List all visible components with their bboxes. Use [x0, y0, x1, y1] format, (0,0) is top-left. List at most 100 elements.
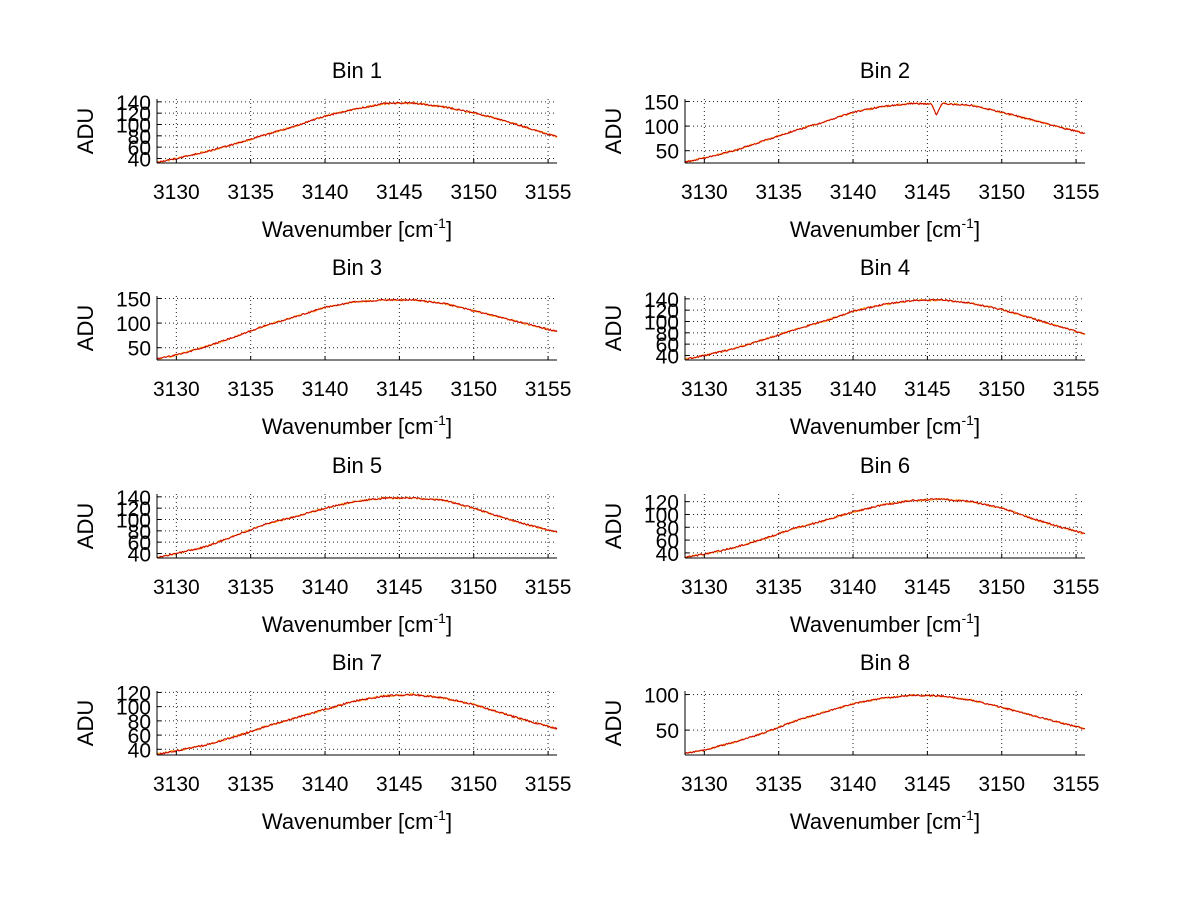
y-tick-label: 100	[644, 685, 679, 708]
x-tick-label: 3155	[525, 773, 572, 796]
series-line-1	[684, 497, 1086, 559]
x-tick-label: 3145	[904, 576, 951, 599]
y-tick-label: 120	[116, 498, 151, 521]
y-tick-label: 80	[128, 711, 151, 734]
y-tick-label: 80	[128, 126, 151, 149]
series-line-2	[156, 496, 558, 559]
x-tick-label: 3130	[681, 576, 728, 599]
x-axis-label-text: Wavenumber [cm	[790, 414, 962, 439]
x-axis-label-suffix: ]	[446, 809, 452, 834]
y-tick-label: 40	[656, 543, 679, 566]
x-axis-label-superscript: -1	[434, 610, 447, 626]
x-tick-label: 3155	[1053, 576, 1100, 599]
y-tick-label: 100	[116, 509, 151, 532]
y-tick-label: 140	[116, 487, 151, 510]
x-axis-label: Wavenumber [cm-1]	[790, 215, 980, 242]
y-tick-label: 80	[128, 521, 151, 544]
x-axis-label-superscript: -1	[434, 215, 447, 231]
x-tick-label: 3130	[153, 773, 200, 796]
subplot-7: Bin 7 3130 3135 3140 3145 3150 3155 40608010012…	[73, 650, 571, 834]
series-line-2	[684, 298, 1085, 361]
subplot-8: Bin 8 3130 3135 3140 3145 3150 3155 50 100 ADU Wav…	[601, 650, 1099, 834]
y-tick-label: 100	[644, 311, 679, 334]
subplot-title: Bin 3	[332, 255, 382, 280]
y-axis-label: ADU	[73, 305, 98, 351]
series-line-2	[156, 693, 558, 756]
x-axis-label: Wavenumber [cm-1]	[790, 807, 980, 834]
x-tick-label: 3135	[755, 378, 802, 401]
x-tick-label: 3140	[830, 576, 877, 599]
x-tick-label: 3135	[755, 181, 802, 204]
series-line-1	[156, 100, 558, 164]
x-tick-label: 3150	[978, 181, 1025, 204]
series-line-1	[156, 693, 558, 756]
y-tick-label: 50	[656, 720, 679, 743]
series-line-1	[156, 496, 558, 558]
x-tick-label: 3155	[525, 378, 572, 401]
y-tick-label: 120	[116, 103, 151, 126]
x-tick-label: 3150	[450, 378, 497, 401]
y-tick-label: 60	[128, 725, 151, 748]
y-tick-label: 40	[128, 148, 151, 171]
x-tick-label: 3135	[755, 576, 802, 599]
x-tick-label: 3135	[227, 181, 274, 204]
y-tick-label: 100	[116, 114, 151, 137]
y-tick-label: 60	[128, 532, 151, 555]
y-tick-label: 100	[644, 504, 679, 527]
y-tick-label: 120	[644, 492, 679, 515]
y-tick-label: 150	[644, 91, 679, 114]
subplot-title: Bin 5	[332, 453, 382, 478]
x-axis-label-text: Wavenumber [cm	[790, 612, 962, 637]
y-tick-label: 120	[116, 682, 151, 705]
x-axis-label-text: Wavenumber [cm	[262, 809, 434, 834]
x-tick-label: 3130	[153, 181, 200, 204]
series-line-2	[684, 102, 1086, 163]
x-tick-label: 3135	[227, 378, 274, 401]
x-tick-label: 3150	[450, 181, 497, 204]
y-tick-label: 60	[656, 334, 679, 357]
x-tick-label: 3145	[904, 181, 951, 204]
x-tick-label: 3140	[302, 181, 349, 204]
series-line-1	[684, 693, 1086, 754]
y-tick-label: 60	[656, 530, 679, 553]
x-tick-label: 3130	[681, 378, 728, 401]
y-tick-label: 50	[656, 141, 679, 164]
x-tick-label: 3145	[376, 576, 423, 599]
y-tick-label: 140	[644, 289, 679, 312]
x-tick-label: 3155	[525, 181, 572, 204]
x-axis-label-text: Wavenumber [cm	[790, 809, 962, 834]
x-axis-label-suffix: ]	[446, 217, 452, 242]
y-tick-label: 80	[656, 517, 679, 540]
x-axis-label-superscript: -1	[434, 807, 447, 823]
y-tick-label: 120	[644, 300, 679, 323]
x-tick-label: 3130	[153, 576, 200, 599]
subplot-6: Bin 6 3130 3135 3140 3145 3150 3155 40608010012…	[601, 453, 1099, 637]
subplot-4: Bin 4 3130 3135 3140 3145 3150 3155 40608010012…	[601, 255, 1099, 439]
y-tick-label: 50	[128, 338, 151, 361]
x-tick-label: 3140	[302, 576, 349, 599]
x-tick-label: 3140	[302, 773, 349, 796]
x-tick-label: 3150	[450, 773, 497, 796]
x-tick-label: 3145	[376, 181, 423, 204]
y-axis-label: ADU	[73, 108, 98, 154]
series-line-2	[684, 694, 1086, 755]
x-tick-label: 3150	[978, 576, 1025, 599]
y-tick-label: 40	[656, 345, 679, 368]
x-tick-label: 3130	[681, 773, 728, 796]
x-axis-label: Wavenumber [cm-1]	[262, 412, 452, 439]
x-tick-label: 3140	[830, 181, 877, 204]
series-line-2	[156, 101, 558, 164]
series-line-1	[156, 298, 558, 360]
x-axis-label-text: Wavenumber [cm	[262, 217, 434, 242]
x-axis-label-text: Wavenumber [cm	[790, 217, 962, 242]
x-tick-label: 3135	[227, 773, 274, 796]
y-tick-label: 100	[644, 116, 679, 139]
subplot-1: Bin 1 3130 3135 3140 3145 3150 3155 40608010012…	[73, 58, 571, 242]
x-axis-label: Wavenumber [cm-1]	[790, 610, 980, 637]
y-axis-label: ADU	[73, 700, 98, 746]
x-tick-label: 3130	[153, 378, 200, 401]
x-tick-label: 3150	[450, 576, 497, 599]
x-tick-label: 3145	[904, 378, 951, 401]
